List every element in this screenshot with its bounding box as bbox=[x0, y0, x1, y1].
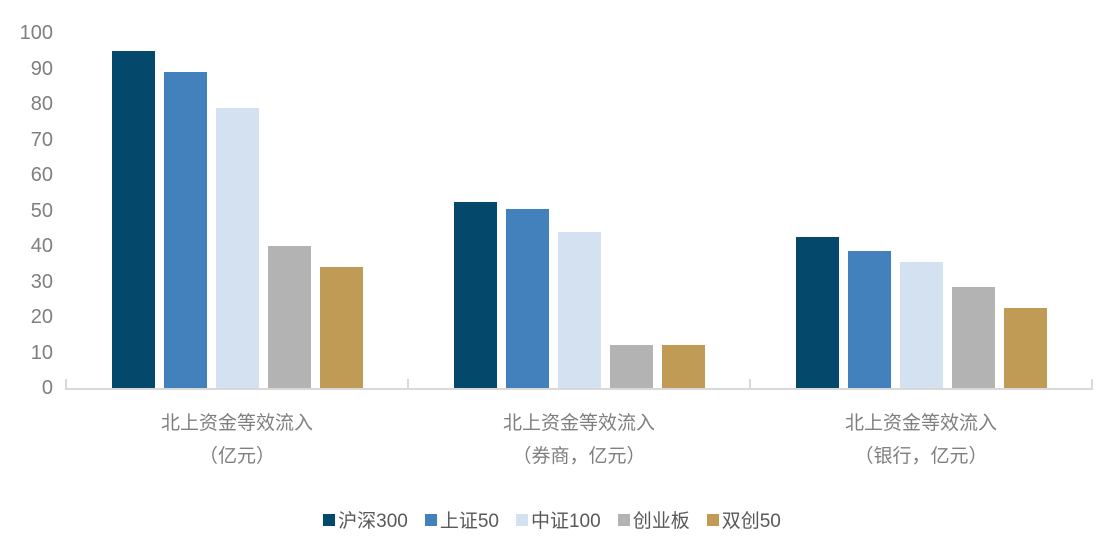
y-axis-tick-label: 40 bbox=[30, 235, 53, 257]
legend-item-沪深300: 沪深300 bbox=[323, 506, 408, 533]
bar-上证50 bbox=[505, 208, 549, 388]
y-axis-tick-label: 70 bbox=[30, 128, 53, 151]
y-axis-tick-label: 10 bbox=[30, 341, 53, 364]
category-label: 北上资金等效流入 （券商，亿元） bbox=[502, 413, 655, 467]
x-axis-boundary-tick bbox=[407, 379, 409, 390]
x-axis-line bbox=[66, 388, 1092, 390]
y-axis-tick-label: 100 bbox=[19, 22, 53, 44]
category-label: 北上资金等效流入 （银行，亿元） bbox=[844, 413, 997, 467]
legend-item-上证50: 上证50 bbox=[424, 506, 499, 533]
bar-创业板 bbox=[951, 286, 995, 388]
bar-上证50 bbox=[847, 251, 891, 388]
legend-item-创业板: 创业板 bbox=[617, 506, 690, 533]
legend-label: 双创50 bbox=[721, 511, 781, 532]
legend-label: 沪深300 bbox=[338, 511, 408, 532]
x-axis-boundary-tick bbox=[1091, 379, 1093, 390]
bar-沪深300 bbox=[453, 201, 497, 388]
legend-swatch-icon bbox=[515, 513, 528, 526]
y-axis-tick-label: 80 bbox=[30, 93, 53, 115]
bar-中证100 bbox=[899, 262, 943, 388]
bar-中证100 bbox=[557, 231, 601, 388]
bar-沪深300 bbox=[795, 237, 839, 388]
x-axis-boundary-tick bbox=[749, 379, 751, 390]
bar-创业板 bbox=[267, 246, 311, 388]
bar-中证100 bbox=[215, 107, 259, 388]
bar-双创50 bbox=[1003, 308, 1047, 388]
legend-swatch-icon bbox=[424, 513, 437, 526]
legend-item-中证100: 中证100 bbox=[515, 506, 601, 533]
bar-创业板 bbox=[609, 345, 653, 388]
legend-swatch-icon bbox=[706, 513, 719, 526]
y-axis-tick-label: 20 bbox=[30, 306, 53, 328]
legend-label: 中证100 bbox=[530, 511, 601, 532]
bar-group bbox=[408, 33, 750, 388]
bar-双创50 bbox=[319, 267, 363, 388]
bar-上证50 bbox=[163, 72, 207, 388]
bar-双创50 bbox=[661, 345, 705, 388]
legend-label: 上证50 bbox=[439, 511, 499, 532]
legend-swatch-icon bbox=[323, 513, 336, 526]
y-axis-tick-label: 30 bbox=[30, 270, 53, 293]
y-axis-tick-label: 0 bbox=[41, 377, 53, 399]
bar-group bbox=[66, 33, 408, 388]
bar-group bbox=[750, 33, 1092, 388]
bar-沪深300 bbox=[111, 50, 155, 388]
legend-item-双创50: 双创50 bbox=[706, 506, 781, 533]
category-label: 北上资金等效流入 （亿元） bbox=[160, 413, 313, 467]
y-axis-tick-label: 50 bbox=[30, 199, 53, 222]
y-axis-tick-label: 60 bbox=[30, 164, 53, 186]
legend: 沪深300 上证50 中证100 创业板 双创50 bbox=[0, 506, 1104, 533]
y-axis-tick-label: 90 bbox=[30, 57, 53, 80]
x-axis-boundary-tick bbox=[65, 379, 67, 390]
legend-swatch-icon bbox=[617, 513, 630, 526]
legend-label: 创业板 bbox=[632, 511, 690, 532]
